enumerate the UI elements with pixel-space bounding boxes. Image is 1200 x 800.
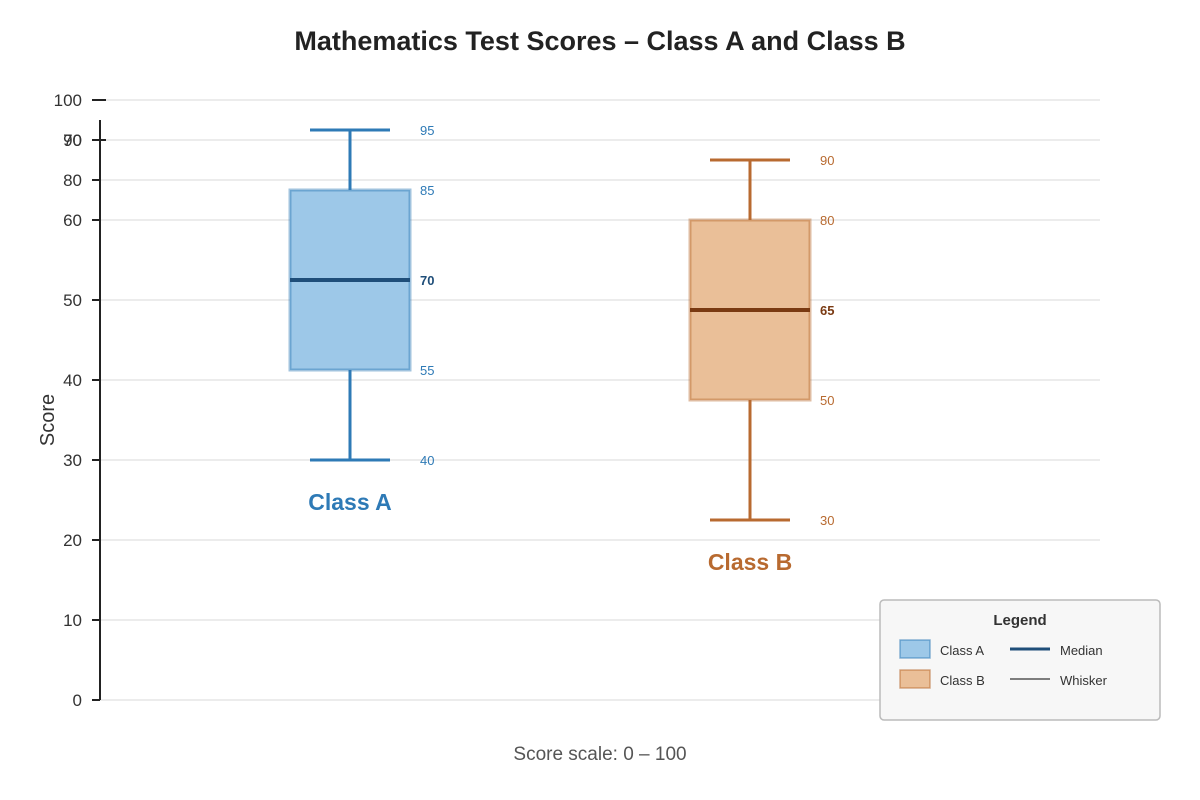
y-tick-label: 80 bbox=[63, 171, 82, 190]
chart-caption: Score scale: 0 – 100 bbox=[513, 744, 686, 765]
q1-value-label: 55 bbox=[420, 363, 434, 378]
y-tick-label: 90 bbox=[63, 131, 82, 150]
q1-value-label: 50 bbox=[820, 393, 834, 408]
y-tick-label: 40 bbox=[63, 371, 82, 390]
chart-title: Mathematics Test Scores – Class A and Cl… bbox=[294, 26, 905, 56]
y-tick-label: 50 bbox=[63, 291, 82, 310]
y-tick-label: 70 bbox=[63, 131, 82, 150]
y-tick-label: 10 bbox=[63, 611, 82, 630]
box-plots: 95 85 70 55 40 Class A 90 80 65 50 30 Class B bbox=[288, 123, 834, 575]
legend-title: Legend bbox=[993, 612, 1046, 629]
legend-label-median: Median bbox=[1060, 643, 1103, 658]
legend-box bbox=[879, 599, 1161, 721]
max-value-label: 95 bbox=[420, 123, 434, 138]
box-class-b: 90 80 65 50 30 Class B bbox=[688, 153, 834, 575]
category-label: Class A bbox=[308, 489, 392, 515]
min-value-label: 40 bbox=[420, 453, 434, 468]
y-tick-label: 100 bbox=[54, 91, 82, 110]
legend-label-class-b: Class B bbox=[940, 673, 985, 688]
legend: Legend Class A Median Class B Whisker bbox=[879, 599, 1161, 721]
max-value-label: 90 bbox=[820, 153, 834, 168]
y-axis-label: Score bbox=[37, 394, 59, 446]
legend-label-whisker: Whisker bbox=[1060, 673, 1108, 688]
legend-label-class-a: Class A bbox=[940, 643, 984, 658]
q3-value-label: 80 bbox=[820, 213, 834, 228]
box-class-a: 95 85 70 55 40 Class A bbox=[288, 123, 434, 515]
y-tick-label: 60 bbox=[63, 211, 82, 230]
y-tick-label: 30 bbox=[63, 451, 82, 470]
min-value-label: 30 bbox=[820, 513, 834, 528]
y-tick-label: 0 bbox=[73, 691, 82, 710]
legend-swatch-class-a bbox=[899, 639, 931, 659]
median-value-label: 65 bbox=[820, 303, 834, 318]
category-label: Class B bbox=[708, 549, 792, 575]
median-value-label: 70 bbox=[420, 273, 434, 288]
q3-value-label: 85 bbox=[420, 183, 434, 198]
y-tick-label: 20 bbox=[63, 531, 82, 550]
legend-swatch-class-b bbox=[899, 669, 931, 689]
